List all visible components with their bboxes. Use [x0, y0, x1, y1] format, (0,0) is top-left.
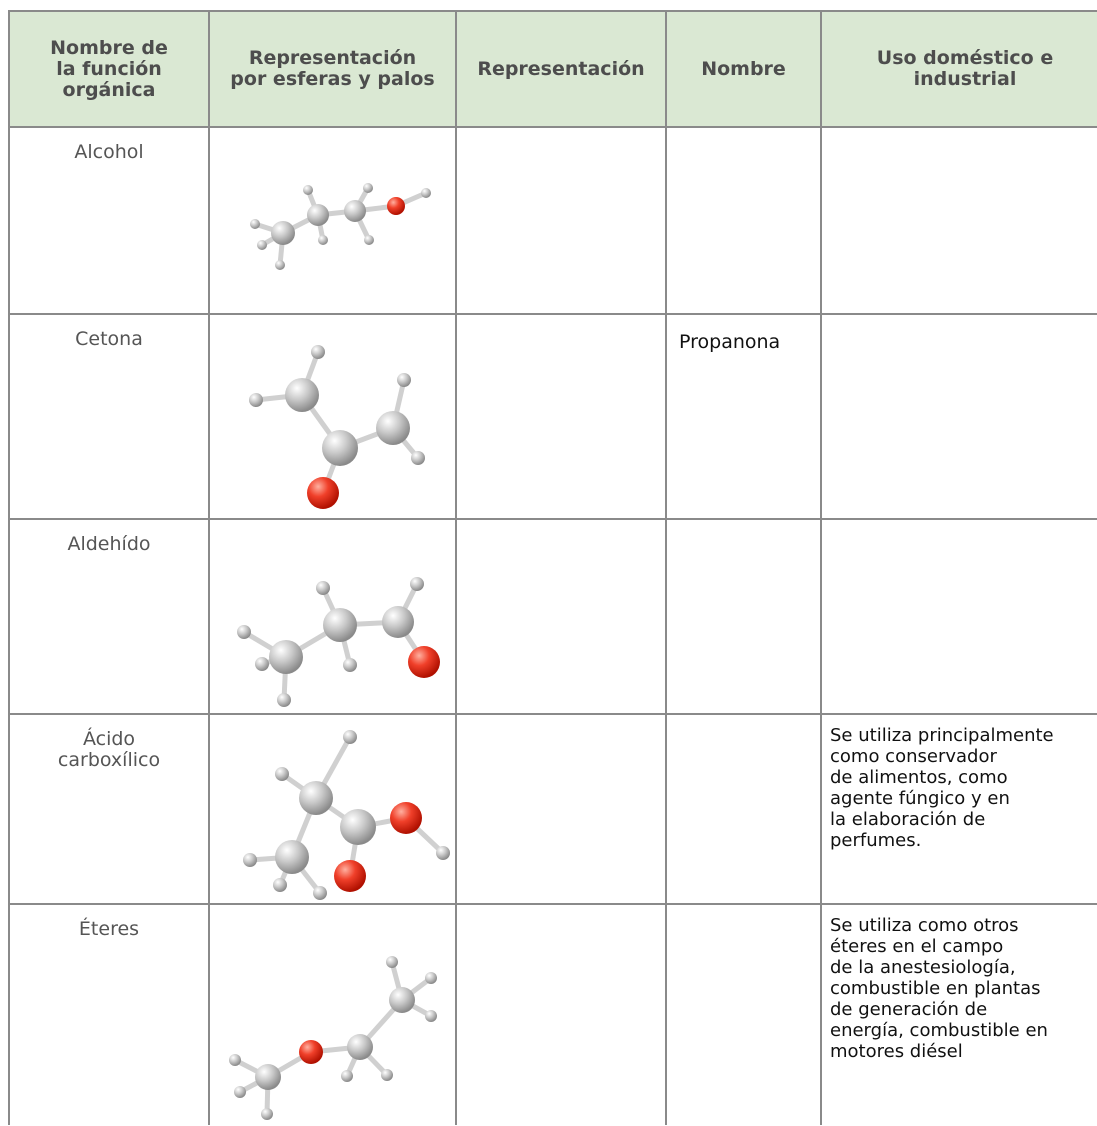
column-header: Nombre de la función orgánica [8, 10, 210, 128]
table-body: Alcohol Cetona Propanona Aldehído Ácido carb… [8, 126, 1097, 1125]
ball-and-stick-cell [208, 903, 457, 1125]
ball-and-stick-cell [208, 518, 457, 715]
function-name: Éteres [8, 903, 210, 1125]
column-header: Representación por esferas y palos [208, 10, 457, 128]
table-row: Alcohol [8, 126, 1097, 315]
header-row: Nombre de la función orgánica Representac… [8, 10, 1097, 128]
use-cell [820, 518, 1097, 715]
name-cell [665, 713, 822, 905]
function-name: Cetona [8, 313, 210, 520]
ball-and-stick-cell [208, 126, 457, 315]
representation-cell [455, 903, 667, 1125]
column-header: Representación [455, 10, 667, 128]
table-row: Ácido carboxílico Se utiliza principalmen… [8, 713, 1097, 905]
column-header: Uso doméstico e industrial [820, 10, 1097, 128]
function-name: Alcohol [8, 126, 210, 315]
use-cell: Se utiliza como otros éteres en el campo… [820, 903, 1097, 1125]
name-cell [665, 518, 822, 715]
function-name: Ácido carboxílico [8, 713, 210, 905]
representation-cell [455, 126, 667, 315]
name-cell [665, 126, 822, 315]
column-header: Nombre [665, 10, 822, 128]
name-cell: Propanona [665, 313, 822, 520]
representation-cell [455, 313, 667, 520]
use-cell [820, 313, 1097, 520]
representation-cell [455, 518, 667, 715]
table-row: Cetona Propanona [8, 313, 1097, 520]
representation-cell [455, 713, 667, 905]
use-cell: Se utiliza principalmente como conservad… [820, 713, 1097, 905]
use-cell [820, 126, 1097, 315]
ball-and-stick-cell [208, 713, 457, 905]
table-row: Éteres Se utiliza como otros éteres en el… [8, 903, 1097, 1125]
table-row: Aldehído [8, 518, 1097, 715]
ball-and-stick-cell [208, 313, 457, 520]
name-cell [665, 903, 822, 1125]
organic-functions-table: Nombre de la función orgánica Representac… [8, 10, 1097, 1125]
function-name: Aldehído [8, 518, 210, 715]
